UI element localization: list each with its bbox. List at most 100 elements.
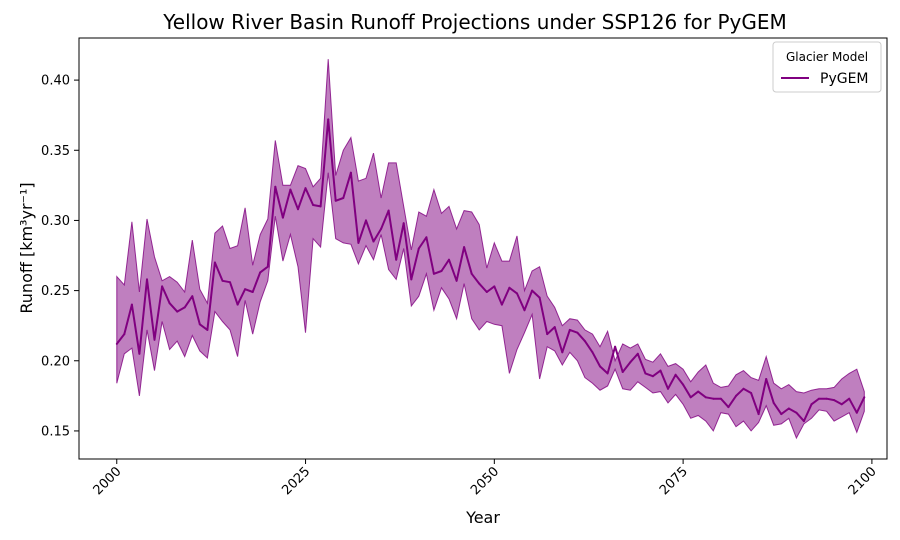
data-point [380,227,383,230]
data-point [659,369,662,372]
data-point [213,261,216,264]
data-point [855,411,858,414]
data-point [546,333,549,336]
y-axis-label: Runoff [km³yr⁻¹] [17,182,36,313]
chart-title: Yellow River Basin Runoff Projections un… [162,10,787,34]
plot-area [115,59,866,440]
data-point [712,397,715,400]
data-point [123,333,126,336]
data-point [750,392,753,394]
data-point [531,289,534,292]
data-point [863,396,866,399]
data-point [682,383,685,386]
data-point [516,292,518,295]
data-point [629,361,632,364]
data-point [372,240,375,243]
data-point [651,375,654,378]
data-point [229,281,231,284]
data-point [349,171,352,174]
data-point [644,372,647,375]
data-point [168,302,171,305]
data-point [674,373,677,376]
data-point [508,286,511,289]
data-point [523,309,526,312]
y-tick-label: 0.30 [41,214,70,229]
data-point [493,285,496,288]
data-point [259,271,262,274]
data-point [848,397,851,400]
data-point [772,401,775,404]
data-point [697,390,700,393]
data-point [440,270,443,272]
data-point [130,303,133,306]
data-point [138,352,141,355]
data-point [304,187,307,190]
data-point [417,247,420,250]
data-point [327,118,330,121]
data-point [289,188,292,191]
data-point [402,222,405,225]
data-point [319,205,322,208]
data-point [810,403,813,406]
data-point [667,387,669,390]
y-tick-label: 0.40 [41,74,70,89]
data-point [161,285,164,288]
data-point [621,371,624,373]
data-point [735,394,737,397]
data-point [146,278,148,281]
data-point [432,272,435,275]
uncertainty-band [116,59,865,440]
data-point [500,303,503,306]
data-points [115,118,866,423]
data-point [244,288,247,291]
data-point [115,342,118,345]
data-point [312,204,315,206]
x-axis-label: Year [465,508,500,527]
data-point [606,372,609,375]
y-tick-label: 0.20 [41,354,70,369]
data-point [553,326,556,329]
data-point [281,216,284,219]
data-point [206,328,209,331]
data-point [191,295,194,298]
data-point [221,279,224,282]
data-point [614,345,617,348]
data-point [251,291,254,293]
data-point [357,241,360,244]
data-point [802,420,805,423]
series-line [116,118,866,423]
data-point [448,258,450,261]
data-point [719,397,722,400]
data-point [236,303,239,306]
data-point [561,351,564,354]
data-point [727,406,730,409]
data-point [387,209,390,212]
data-point [334,199,337,202]
data-point [478,282,481,285]
data-point [833,399,836,402]
legend: Glacier Model PyGEM [772,41,882,93]
data-point [825,397,828,400]
legend-title: Glacier Model [786,50,868,64]
legend-box [772,41,882,93]
data-point [742,387,745,390]
data-point [787,407,790,410]
data-point [176,310,179,313]
data-point [795,411,798,414]
data-point [183,306,186,309]
data-point [153,338,156,341]
data-point [425,236,428,239]
data-point [583,340,586,343]
data-point [576,331,579,334]
data-point [365,219,367,222]
data-point [591,351,594,354]
data-point [840,403,843,406]
data-point [463,246,466,249]
data-point [689,396,692,399]
data-point [297,208,299,211]
y-tick-label: 0.25 [41,284,70,299]
data-point [765,378,768,380]
data-point [704,396,707,399]
data-point [470,272,473,275]
